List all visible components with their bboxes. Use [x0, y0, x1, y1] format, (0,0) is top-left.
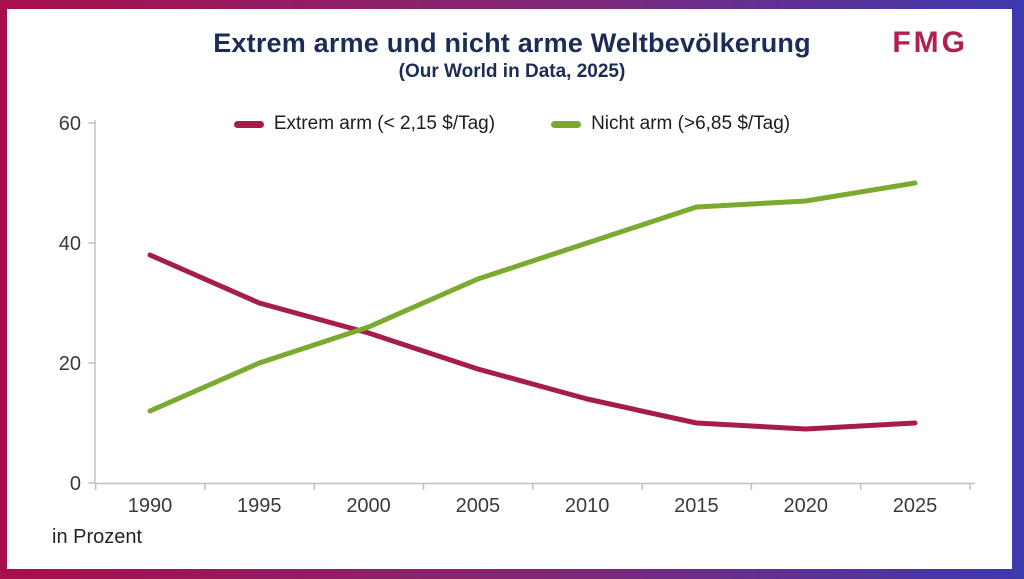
series-line-extrem-arm — [147, 252, 918, 432]
chart-legend: Extrem arm (< 2,15 $/Tag) Nicht arm (>6,… — [0, 113, 1024, 135]
x-tick-label: 2015 — [674, 495, 719, 517]
y-tick-label: 20 — [59, 353, 81, 375]
card-background — [7, 9, 1012, 569]
x-tick-label: 2000 — [346, 495, 391, 517]
legend-item-nicht-arm: Nicht arm (>6,85 $/Tag) — [551, 113, 790, 135]
x-tick-label: 2005 — [456, 495, 501, 517]
legend-label-extrem-arm: Extrem arm (< 2,15 $/Tag) — [273, 113, 496, 134]
legend-label-nicht-arm: Nicht arm (>6,85 $/Tag) — [591, 113, 791, 134]
legend-swatch-nicht-arm — [551, 120, 582, 128]
fmg-logo: FMG — [892, 26, 968, 59]
series-line-nicht-arm — [147, 180, 918, 414]
legend-swatch-extrem-arm — [233, 120, 264, 128]
x-tick-label: 2020 — [783, 495, 828, 517]
x-tick-label: 1995 — [237, 495, 282, 517]
chart-subtitle: (Our World in Data, 2025) — [398, 61, 626, 82]
y-axis-unit-note: in Prozent — [52, 526, 143, 548]
x-tick-label: 2025 — [893, 495, 938, 517]
x-tick-label: 1990 — [128, 495, 173, 517]
y-tick-label: 40 — [59, 233, 81, 255]
x-tick-label: 2010 — [565, 495, 610, 517]
chart-title: Extrem arme und nicht arme Weltbevölkeru… — [213, 28, 811, 58]
legend-item-extrem-arm: Extrem arm (< 2,15 $/Tag) — [233, 113, 496, 135]
y-tick-label: 60 — [59, 113, 81, 135]
y-tick-label: 0 — [70, 473, 81, 495]
